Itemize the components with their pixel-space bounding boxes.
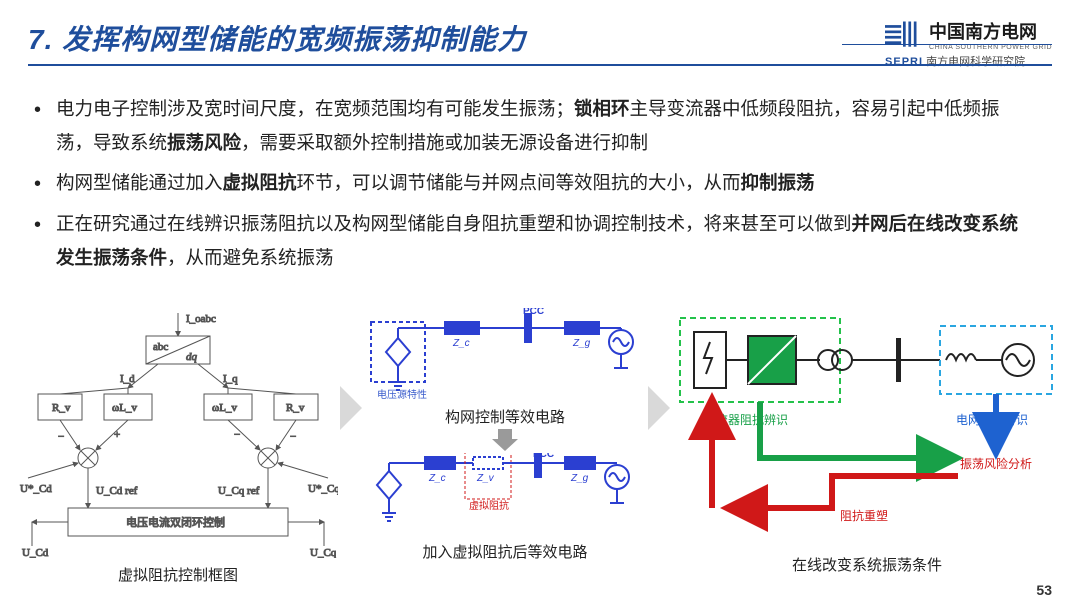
svg-text:虚拟阻抗: 虚拟阻抗 [469, 499, 509, 512]
svg-text:U_Cq: U_Cq [310, 547, 337, 558]
svg-text:Z_c: Z_c [452, 338, 470, 349]
logo-main-text: 中国南方电网 [929, 18, 1052, 44]
svg-text:R_v: R_v [286, 402, 305, 414]
flow-arrow-icon [338, 308, 364, 508]
diagrams-row: I_oabc abc dq I_d I_q R_v ωL_v ωL_v R_v [0, 308, 1080, 608]
svg-text:U*_Cq: U*_Cq [308, 483, 338, 495]
svg-text:abc: abc [153, 341, 168, 353]
svg-text:R_v: R_v [52, 402, 71, 414]
logo-subline: SEPRI 南方电网科学研究院 [885, 53, 1052, 69]
svg-text:PCC: PCC [533, 453, 554, 460]
page-number: 53 [1036, 582, 1052, 598]
diagram-virtual-impedance: I_oabc abc dq I_d I_q R_v ωL_v ωL_v R_v [18, 308, 338, 585]
svg-text:U_Cq ref: U_Cq ref [218, 485, 260, 497]
bullet-item: 电力电子控制涉及宽时间尺度，在宽频范围均有可能发生振荡；锁相环主导变流器中低频段… [56, 92, 1036, 160]
bullet-list: 电力电子控制涉及宽时间尺度，在宽频范围均有可能发生振荡；锁相环主导变流器中低频段… [0, 70, 1080, 275]
diagram3-caption: 在线改变系统振荡条件 [792, 554, 942, 575]
svg-text:变流器阻抗辨识: 变流器阻抗辨识 [704, 412, 788, 427]
title-underline [28, 64, 1052, 66]
svg-text:I_oabc: I_oabc [186, 313, 216, 325]
svg-text:+: + [114, 429, 120, 441]
svg-text:−: − [234, 429, 240, 441]
svg-text:U_Cd ref: U_Cd ref [96, 485, 138, 497]
svg-text:振荡风险分析: 振荡风险分析 [960, 456, 1032, 471]
svg-text:PCC: PCC [523, 308, 544, 317]
svg-text:U*_Cd: U*_Cd [20, 483, 52, 495]
svg-text:电压源特性: 电压源特性 [377, 388, 427, 400]
svg-text:电网阻抗辨识: 电网阻抗辨识 [956, 412, 1028, 427]
logo-en: CHINA SOUTHERN POWER GRID [929, 44, 1052, 51]
svg-text:Z_g: Z_g [572, 338, 591, 349]
down-arrow-icon [490, 427, 520, 453]
logo-block: 中国南方电网 CHINA SOUTHERN POWER GRID SEPRI 南… [885, 18, 1052, 69]
svg-text:−: − [290, 431, 296, 443]
svg-text:电压电流双闭环控制: 电压电流双闭环控制 [126, 515, 225, 529]
svg-text:阻抗重塑: 阻抗重塑 [840, 508, 888, 523]
slide-header: 7. 发挥构网型储能的宽频振荡抑制能力 中国南方电网 CHINA SOUTHER… [0, 0, 1080, 70]
svg-text:dq: dq [186, 351, 198, 363]
svg-text:I_q: I_q [223, 373, 238, 385]
diagram-equivalent-circuits: PCC Z_c Z_g 电压源特性 构网控制等效电路 [364, 308, 645, 562]
bullet-item: 构网型储能通过加入虚拟阻抗环节，可以调节储能与并网点间等效阻抗的大小，从而抑制振… [56, 166, 1036, 200]
svg-text:Z_g: Z_g [570, 473, 589, 484]
svg-text:U_Cd: U_Cd [22, 547, 49, 558]
diagram-online-reshape: 变流器阻抗辨识 电网阻抗辨识 振荡风险分析 阻抗重塑 在线改变系统振荡条件 [672, 308, 1062, 575]
svg-text:Z_v: Z_v [476, 473, 495, 484]
slide-title: 7. 发挥构网型储能的宽频振荡抑制能力 [28, 18, 526, 58]
diagram2-caption-bottom: 加入虚拟阻抗后等效电路 [422, 541, 587, 562]
svg-text:I_d: I_d [120, 373, 135, 385]
svg-text:Z_c: Z_c [428, 473, 446, 484]
diagram1-caption: 虚拟阻抗控制框图 [118, 564, 238, 585]
svg-text:−: − [58, 431, 64, 443]
bullet-item: 正在研究通过在线辨识振荡阻抗以及构网型储能自身阻抗重塑和协调控制技术，将来甚至可… [56, 207, 1036, 275]
svg-text:ωL_v: ωL_v [212, 402, 237, 414]
svg-text:ωL_v: ωL_v [112, 402, 137, 414]
diagram2-caption-top: 构网控制等效电路 [445, 406, 565, 427]
flow-arrow-icon [646, 308, 672, 508]
